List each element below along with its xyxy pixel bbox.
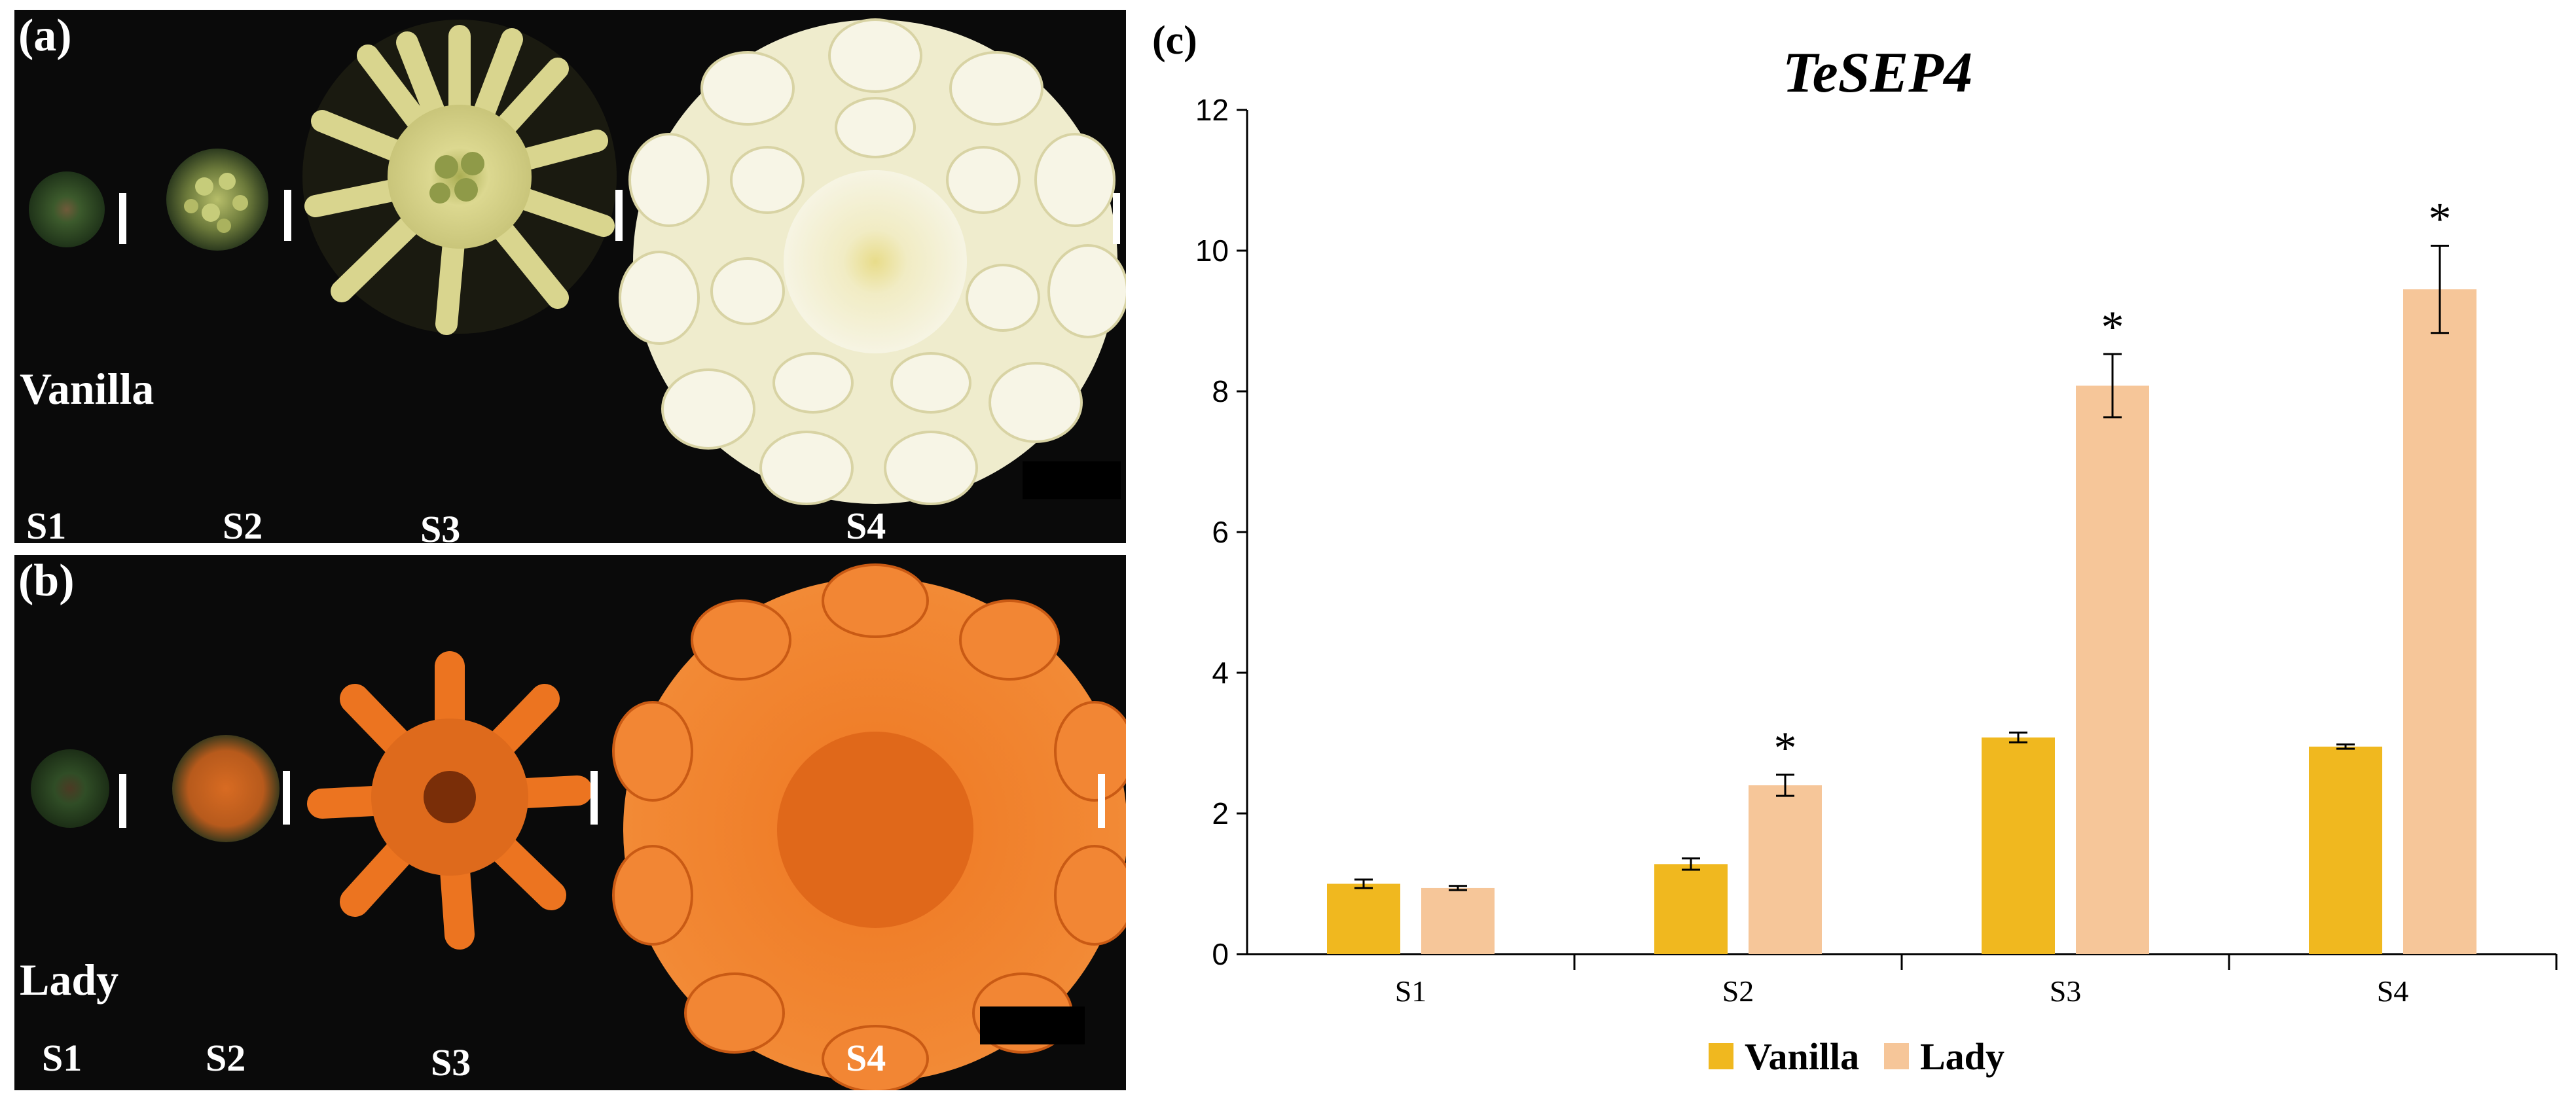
vanilla-s2-scale-bar [284, 190, 291, 241]
bar-vanilla-s3 [1982, 737, 2055, 954]
y-tick-label: 0 [1212, 937, 1229, 971]
vanilla-stage-s3: S3 [420, 508, 461, 543]
legend-label-lady: Lady [1920, 1035, 2005, 1078]
vanilla-s3-scale-bar [615, 190, 623, 241]
lady-s4-flower [612, 563, 1126, 1090]
vanilla-s4-scale-bar [1113, 193, 1120, 244]
vanilla-s3-flower [302, 20, 617, 335]
significance-star: * [2429, 194, 2452, 244]
vanilla-s4-flower [619, 18, 1126, 505]
vanilla-stage-s4: S4 [846, 505, 886, 543]
bar-vanilla-s2 [1654, 864, 1728, 954]
lady-s1-scale-bar [119, 774, 126, 828]
lady-flowers-photo [31, 563, 1126, 1090]
significance-star: * [1774, 723, 1797, 774]
vanilla-s2-bud [166, 149, 268, 251]
lady-stage-s1: S1 [42, 1037, 82, 1079]
bar-lady-s2 [1749, 785, 1822, 954]
lady-stage-s4: S4 [846, 1037, 886, 1079]
lady-s4-scale-bar [1098, 774, 1105, 828]
y-tick-label: 8 [1212, 374, 1229, 408]
lady-s3-flower [307, 651, 592, 950]
lady-s1-bud [31, 749, 109, 828]
legend-swatch-vanilla [1709, 1043, 1733, 1069]
legend-label-vanilla: Vanilla [1745, 1035, 1859, 1078]
panel-b-label: (b) [18, 556, 75, 606]
significance-star: * [2101, 302, 2124, 353]
panel-a-label: (a) [18, 10, 72, 61]
scale-label-box-b [980, 1006, 1085, 1044]
bar-vanilla-s1 [1327, 883, 1400, 954]
lady-s2-scale-bar [283, 771, 290, 825]
chart-legend: Vanilla Lady [1709, 1035, 2005, 1078]
vanilla-s1-scale-bar [119, 193, 126, 244]
vanilla-flowers-photo [29, 18, 1126, 505]
vanilla-stage-s1: S1 [26, 505, 67, 543]
lady-s3-scale-bar [590, 771, 598, 825]
lady-stage-s3: S3 [431, 1041, 471, 1084]
vanilla-s1-bud [29, 171, 105, 247]
chart-title: TeSEP4 [1783, 41, 1972, 105]
x-tick-label: S4 [2377, 974, 2409, 1008]
scale-label-box [1023, 461, 1121, 499]
y-tick-label: 6 [1212, 515, 1229, 549]
panel-a-photo: (a) Vanilla S1 S2 S3 S4 [14, 10, 1126, 543]
lady-stage-s2: S2 [206, 1037, 246, 1079]
tesep4-bar-chart: (c) TeSEP4 0 2 4 6 8 10 12 S1 S2 * S3 * S4 * Vanilla … [1152, 18, 2558, 1078]
vanilla-cultivar-label: Vanilla [20, 364, 154, 414]
lady-cultivar-label: Lady [20, 955, 119, 1005]
bar-vanilla-s4 [2309, 746, 2382, 954]
lady-s2-bud [172, 735, 280, 842]
panel-b-photo: (b) Lady S1 S2 S3 S4 [14, 555, 1126, 1090]
vanilla-stage-s2: S2 [223, 505, 263, 543]
legend-swatch-lady [1884, 1043, 1909, 1069]
x-tick-label: S1 [1395, 974, 1427, 1008]
panel-c-label: (c) [1152, 18, 1197, 63]
y-tick-label: 2 [1212, 796, 1229, 830]
panel-c-chart: (c) TeSEP4 0 2 4 6 8 10 12 S1 S2 * S3 * S4 * Vanilla … [1126, 0, 2576, 1104]
bar-lady-s1 [1421, 887, 1495, 954]
y-tick-label: 10 [1195, 234, 1229, 268]
x-tick-label: S2 [1722, 974, 1754, 1008]
y-tick-label: 4 [1212, 656, 1229, 690]
bar-lady-s3 [2076, 385, 2149, 954]
x-tick-label: S3 [2050, 974, 2082, 1008]
y-tick-label: 12 [1195, 93, 1229, 127]
bar-lady-s4 [2403, 289, 2476, 954]
